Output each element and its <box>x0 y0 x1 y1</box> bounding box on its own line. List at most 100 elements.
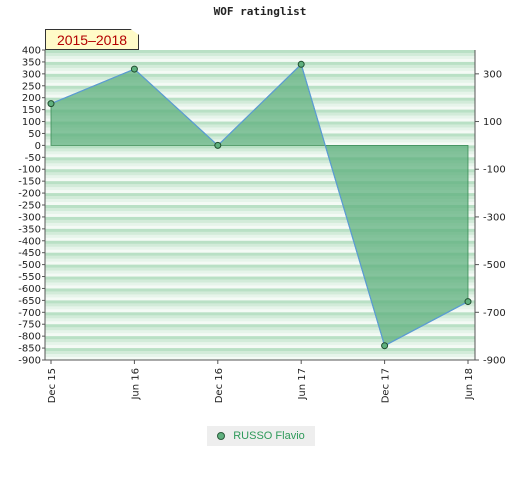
grid-band <box>45 357 475 361</box>
grid-band <box>45 279 475 283</box>
y-tick-label-left: -250 <box>18 201 41 212</box>
grid-band <box>45 306 475 310</box>
grid-band <box>45 264 475 268</box>
chart-title: WOF ratinglist <box>213 5 307 18</box>
legend[interactable]: RUSSO Flavio <box>207 426 315 446</box>
grid-band <box>45 300 475 304</box>
grid-band <box>45 234 475 239</box>
y-tick-label-right: 100 <box>483 117 502 128</box>
grid-band <box>45 145 475 149</box>
grid-band <box>45 354 475 358</box>
y-tick-label-right: -300 <box>483 212 506 223</box>
grid-band <box>45 202 475 206</box>
y-tick-label-left: -500 <box>18 260 41 271</box>
grid-band <box>45 61 475 66</box>
grid-band <box>45 157 475 161</box>
grid-band <box>45 148 475 152</box>
grid-band <box>45 255 475 259</box>
grid-band <box>45 181 475 185</box>
grid-band <box>45 282 475 286</box>
grid-band <box>45 205 475 209</box>
y-tick-label-right: -900 <box>483 356 506 367</box>
y-tick-label-right: -100 <box>483 165 506 176</box>
grid-band <box>45 252 475 256</box>
y-tick-label-left: -800 <box>18 332 41 343</box>
grid-band <box>45 175 475 179</box>
y-tick-label-left: -850 <box>18 344 41 355</box>
y-tick-label-left: 50 <box>28 129 41 140</box>
grid-band <box>45 190 475 194</box>
grid-band <box>45 270 475 274</box>
grid-band <box>45 318 475 322</box>
y-tick-label-left: -550 <box>18 272 41 283</box>
grid-band <box>45 273 475 277</box>
x-tick-label: Jun 17 <box>297 368 308 401</box>
grid-band <box>45 193 475 197</box>
y-tick-label-left: 300 <box>22 69 41 80</box>
y-tick-label-right: -700 <box>483 308 506 319</box>
grid-band <box>45 258 475 262</box>
grid-band <box>45 160 475 164</box>
y-tick-label-left: -650 <box>18 296 41 307</box>
grid-band <box>45 100 475 104</box>
grid-band <box>45 222 475 227</box>
grid-band <box>45 70 475 75</box>
data-point[interactable] <box>214 141 222 149</box>
grid-band <box>45 231 475 236</box>
legend-marker-icon <box>217 432 226 440</box>
grid-band <box>45 94 475 98</box>
y-tick-label-left: -450 <box>18 248 41 259</box>
grid-band <box>45 213 475 218</box>
grid-band <box>45 246 475 251</box>
y-tick-label-left: -300 <box>18 212 41 223</box>
data-point[interactable] <box>464 298 472 306</box>
x-tick-label: Dec 15 <box>47 368 58 403</box>
x-tick-label: Jun 18 <box>464 368 475 401</box>
grid-band <box>45 240 475 245</box>
y-tick-label-left: -900 <box>18 356 41 367</box>
grid-band <box>45 76 475 81</box>
y-tick-label-left: -350 <box>18 224 41 235</box>
grid-band <box>45 327 475 331</box>
y-tick-label-left: -150 <box>18 177 41 188</box>
series-line <box>50 63 469 347</box>
grid-band <box>45 336 475 340</box>
grid-band <box>45 225 475 230</box>
y-tick-label-right: -500 <box>483 260 506 271</box>
grid-band <box>45 276 475 280</box>
grid-band <box>45 309 475 313</box>
y-tick-label-left: 150 <box>22 105 41 116</box>
data-point[interactable] <box>130 65 138 73</box>
grid-band <box>45 297 475 301</box>
grid-band <box>45 187 475 191</box>
y-tick-label-left: 0 <box>35 141 41 152</box>
grid-band <box>45 58 475 63</box>
grid-band <box>45 303 475 307</box>
data-point[interactable] <box>381 342 389 350</box>
grid-band <box>45 321 475 325</box>
data-point[interactable] <box>47 100 55 108</box>
grid-band <box>45 166 475 170</box>
grid-band <box>45 151 475 155</box>
grid-band <box>45 88 475 93</box>
grid-band <box>45 52 475 57</box>
grid-band <box>45 342 475 346</box>
y-tick-label-left: 100 <box>22 117 41 128</box>
y-tick-label-right: 300 <box>483 69 502 80</box>
grid-band <box>45 210 475 215</box>
grid-band <box>45 312 475 316</box>
grid-band <box>45 348 475 352</box>
data-point[interactable] <box>297 60 305 68</box>
y-tick-label-left: -200 <box>18 189 41 200</box>
y-tick-label-left: 250 <box>22 81 41 92</box>
grid-band <box>45 285 475 289</box>
y-tick-label-left: -400 <box>18 236 41 247</box>
y-tick-label-left: -750 <box>18 320 41 331</box>
grid-band <box>45 67 475 72</box>
y-tick-label-left: 200 <box>22 93 41 104</box>
y-tick-label-left: -100 <box>18 165 41 176</box>
y-tick-label-left: 350 <box>22 57 41 68</box>
grid-band <box>45 207 475 212</box>
x-tick-label: Dec 17 <box>381 368 392 403</box>
